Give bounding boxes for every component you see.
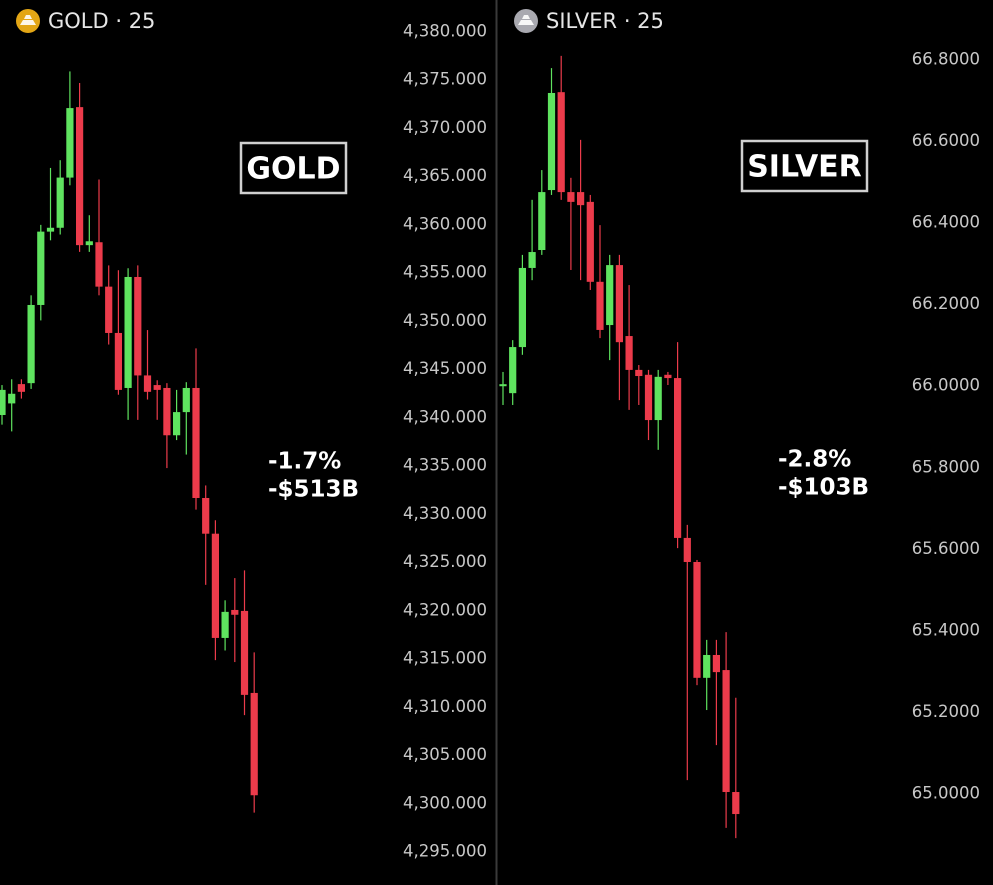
symbol-title: SILVER · 25 — [546, 9, 664, 33]
y-tick-label: 4,335.000 — [403, 456, 487, 475]
y-tick-label: 65.6000 — [912, 539, 980, 558]
candle-body — [163, 387, 171, 436]
y-tick-label: 4,370.000 — [403, 118, 487, 137]
candle-body — [105, 286, 113, 333]
candle-body — [17, 384, 25, 392]
candle-body — [76, 107, 84, 246]
candle-body — [85, 241, 93, 246]
y-tick-label: 66.4000 — [912, 213, 980, 232]
candle-body — [250, 692, 258, 796]
candle-body — [66, 108, 74, 178]
candle-body — [221, 611, 229, 638]
candle-body — [586, 201, 594, 282]
candle-body — [124, 276, 132, 388]
candle-body — [37, 231, 45, 305]
y-tick-label: 66.2000 — [912, 294, 980, 313]
candle-body — [644, 374, 653, 421]
y-tick-label: 4,360.000 — [403, 214, 487, 233]
candle-body — [664, 374, 672, 379]
y-tick-label: 4,300.000 — [403, 793, 487, 812]
candle-body — [606, 265, 614, 326]
candle-body — [46, 227, 55, 232]
candle-body — [674, 378, 682, 538]
candle-body — [509, 347, 517, 394]
annotation: -$103B — [778, 475, 869, 501]
symbol-icon-glyph — [518, 15, 534, 25]
candle-body — [8, 393, 16, 404]
label-box — [740, 139, 869, 193]
candle-body — [654, 376, 662, 421]
annotation: -1.7% — [268, 449, 341, 475]
candle-body — [202, 497, 210, 534]
y-tick-label: 4,340.000 — [403, 407, 487, 426]
y-tick-label: 4,305.000 — [403, 745, 487, 764]
y-tick-label: 4,295.000 — [403, 842, 487, 861]
y-tick-label: 4,315.000 — [403, 649, 487, 668]
y-tick-label: 65.0000 — [912, 784, 980, 803]
candle-body — [211, 533, 219, 638]
candle-body — [153, 385, 161, 390]
candle-body — [143, 375, 152, 392]
candle-body — [528, 252, 536, 268]
y-tick-label: 65.2000 — [912, 702, 980, 721]
candle-body — [134, 276, 142, 376]
y-tick-label: 65.8000 — [912, 457, 980, 476]
y-tick-label: 4,355.000 — [403, 263, 487, 282]
candle-body — [518, 267, 526, 348]
candle-body — [683, 537, 691, 562]
candle-body — [182, 387, 190, 413]
y-tick-label: 4,330.000 — [403, 504, 487, 523]
annotation: -2.8% — [778, 447, 851, 473]
candle-body — [27, 304, 35, 384]
candle-body — [240, 610, 249, 695]
y-tick-label: 4,345.000 — [403, 359, 487, 378]
candle-body — [693, 561, 701, 678]
candle-body — [192, 387, 200, 498]
candle-body — [635, 369, 643, 377]
candle-body — [567, 192, 575, 202]
label-text: SILVER — [747, 150, 862, 185]
candle-body — [56, 177, 64, 228]
y-tick-label: 4,380.000 — [403, 21, 487, 40]
candle-body — [557, 92, 565, 193]
y-tick-label: 66.0000 — [912, 376, 980, 395]
y-tick-label: 66.8000 — [912, 49, 980, 68]
symbol-title: GOLD · 25 — [48, 9, 155, 33]
label-text: GOLD — [246, 152, 340, 187]
candle-body — [722, 670, 730, 793]
y-tick-label: 66.6000 — [912, 131, 980, 150]
symbol-icon-glyph — [20, 15, 36, 25]
candle-body — [596, 281, 604, 330]
y-tick-label: 4,310.000 — [403, 697, 487, 716]
candle-body — [173, 412, 181, 436]
y-tick-label: 4,365.000 — [403, 166, 487, 185]
y-tick-label: 4,375.000 — [403, 70, 487, 89]
y-tick-label: 4,350.000 — [403, 311, 487, 330]
candle-body — [703, 654, 711, 678]
candle-body — [732, 792, 740, 815]
candle-body — [499, 384, 507, 387]
annotation: -$513B — [268, 477, 359, 503]
label-box — [239, 141, 348, 195]
candle-body — [625, 336, 633, 370]
candle-body — [114, 332, 122, 390]
candle-body — [95, 242, 103, 287]
candle-body — [547, 92, 556, 191]
candle-body — [577, 192, 585, 206]
candle-body — [712, 654, 720, 673]
candle-body — [615, 265, 623, 343]
y-tick-label: 4,320.000 — [403, 600, 487, 619]
y-tick-label: 4,325.000 — [403, 552, 487, 571]
candle-body — [538, 192, 546, 251]
candle-body — [231, 609, 239, 615]
y-tick-label: 65.4000 — [912, 620, 980, 639]
candle-body — [0, 389, 6, 415]
